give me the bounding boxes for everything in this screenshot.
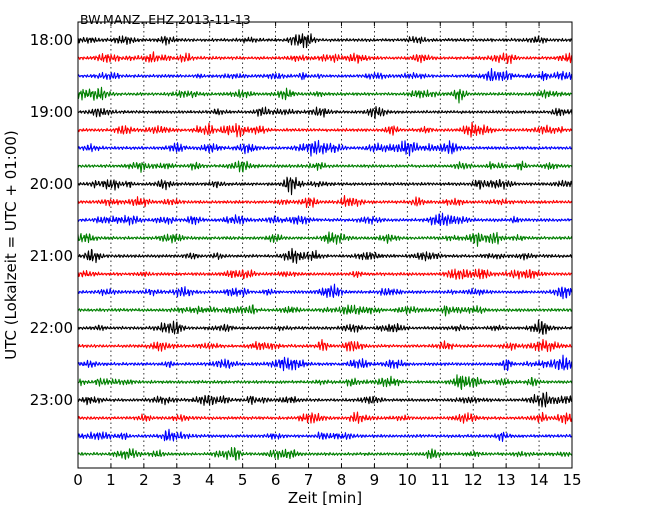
seismogram-trace: [77, 86, 573, 104]
x-tick-label: 6: [271, 471, 281, 489]
seismogram-trace: [77, 338, 573, 353]
x-tick-label: 8: [337, 471, 347, 489]
seismogram-trace: [77, 160, 573, 173]
x-tick-label: 10: [398, 471, 417, 489]
seismogram-trace: [77, 391, 573, 408]
seismogram-trace: [77, 428, 573, 442]
y-tick-label: 21:00: [30, 247, 73, 265]
seismogram-trace: [77, 447, 573, 461]
x-tick-label: 12: [464, 471, 483, 489]
seismogram-trace: [77, 51, 573, 65]
x-tick-label: 3: [172, 471, 182, 489]
seismogram-trace: [77, 304, 573, 317]
seismogram-trace: [77, 231, 573, 247]
x-tick-label: 5: [238, 471, 248, 489]
y-tick-label: 20:00: [30, 175, 73, 193]
plot-frame: [77, 21, 573, 469]
seismogram-trace: [77, 194, 573, 209]
x-tick-label: 2: [139, 471, 149, 489]
x-axis-label: Zeit [min]: [288, 489, 362, 507]
x-tick-label: 9: [370, 471, 380, 489]
y-tick-label: 18:00: [30, 31, 73, 49]
seismogram-trace: [77, 212, 573, 227]
seismogram-trace: [77, 411, 573, 425]
y-axis-label: UTC (Lokalzeit = UTC + 01:00): [2, 130, 20, 360]
x-tick-label: 13: [497, 471, 516, 489]
seismogram-trace: [77, 319, 573, 336]
x-tick-label: 15: [562, 471, 581, 489]
x-tick-label: 0: [73, 471, 83, 489]
seismogram-trace: [77, 247, 573, 264]
y-tick-label: 23:00: [30, 391, 73, 409]
seismogram-trace: [77, 374, 573, 391]
seismogram-trace: [77, 354, 573, 372]
x-tick-label: 1: [106, 471, 116, 489]
seismogram-trace: [77, 121, 573, 138]
grid-layer: [110, 22, 540, 468]
x-tick-label: 14: [530, 471, 549, 489]
seismogram-trace: [77, 268, 573, 280]
tick-layer: 0 1 2 3 4 5 6 7 8 9 10 11 12 13 14 1518:0019:0020:0021:…: [30, 22, 582, 489]
y-tick-label: 19:00: [30, 103, 73, 121]
seismogram-trace: [77, 283, 573, 300]
seismogram-trace: [77, 33, 573, 49]
trace-layer: [77, 33, 573, 461]
y-tick-label: 22:00: [30, 319, 73, 337]
x-tick-label: 7: [304, 471, 314, 489]
x-tick-label: 4: [205, 471, 215, 489]
seismogram-trace: [77, 105, 573, 120]
seismogram-trace: [77, 139, 573, 157]
seismogram-trace: [77, 67, 573, 82]
x-tick-label: 11: [431, 471, 450, 489]
seismogram-trace: [77, 176, 573, 196]
chart-title: BW.MANZ..EHZ 2013-11-13: [80, 12, 251, 27]
